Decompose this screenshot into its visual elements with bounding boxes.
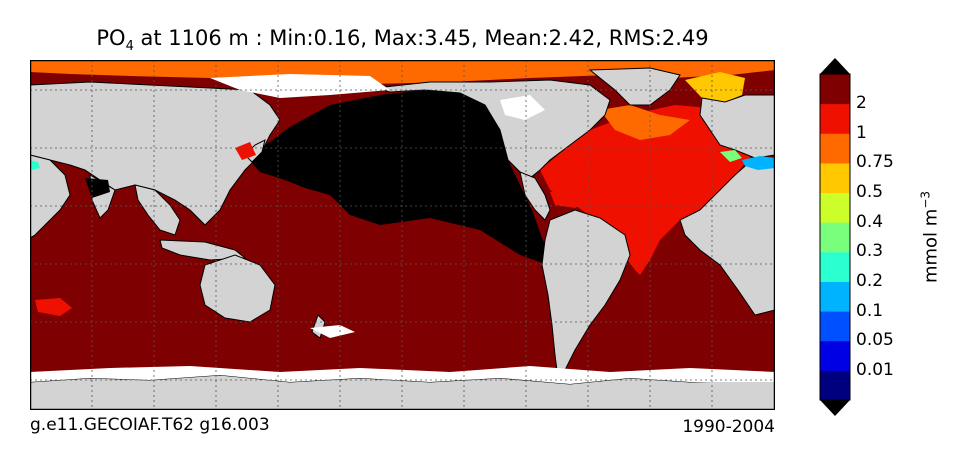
- colorbar-extend-min: [820, 400, 850, 416]
- ocean-map: [30, 60, 775, 410]
- colorbar-tick-label: 1: [856, 122, 867, 143]
- land-central-america: [519, 171, 551, 221]
- ocean-med-green: [720, 150, 742, 162]
- colorbar-segment: [820, 370, 850, 401]
- ocean-south-indian-red: [35, 298, 72, 316]
- ocean-black-sea-area: [85, 178, 110, 198]
- ocean-mediterranean: [742, 156, 775, 170]
- colorbar-segment: [820, 133, 850, 164]
- gridlines: [30, 60, 775, 410]
- ocean-north-pacific: [245, 90, 550, 265]
- colorbar-tick-label: 2: [856, 93, 867, 114]
- colorbar-segment: [820, 74, 850, 105]
- colorbar-tick-label: 0.75: [856, 152, 894, 173]
- colorbar-frame: [819, 73, 851, 401]
- colorbar-segment: [820, 251, 850, 282]
- colorbar-tick-label: 0.05: [856, 330, 894, 351]
- land-africa-east: [30, 154, 71, 239]
- colorbar: [819, 58, 851, 416]
- land-africa-west: [679, 159, 775, 316]
- experiment-caption: g.e11.GECOIAF.T62 g16.003: [30, 415, 270, 435]
- colorbar-tick-label: 0.1: [856, 300, 884, 321]
- colorbar-tick-label: 0.4: [856, 211, 884, 232]
- ocean-sea-of-japan: [235, 142, 256, 160]
- colorbar-tick-label: 0.3: [856, 241, 884, 262]
- colorbar-tick-label: 0.5: [856, 182, 884, 203]
- ice-hudson: [500, 95, 545, 120]
- colorbar-tick-label: 0.2: [856, 270, 884, 291]
- map-title: PO4 at 1106 m : Min:0.16, Max:3.45, Mean…: [96, 26, 709, 55]
- colorbar-segment: [820, 311, 850, 342]
- ice-ross: [310, 325, 355, 338]
- colorbar-units: mmol m−3: [918, 190, 942, 284]
- land-se-asia: [134, 184, 181, 236]
- colorbar-segment: [820, 192, 850, 223]
- colorbar-segment: [820, 162, 850, 194]
- colorbar-segment: [820, 340, 850, 371]
- land-south-america: [541, 209, 631, 380]
- period-caption: 1990-2004: [682, 417, 775, 437]
- land-greenland: [588, 67, 681, 106]
- ocean-atlantic: [540, 105, 752, 275]
- colorbar-segment: [820, 103, 850, 134]
- ocean-caribbean: [550, 190, 590, 208]
- colorbar-segment: [820, 281, 850, 312]
- colorbar-segment: [820, 222, 850, 253]
- map-frame: [30, 60, 775, 410]
- colorbar-extend-max: [820, 58, 850, 74]
- colorbar-tick-label: 0.01: [856, 359, 894, 380]
- ocean-red-sea: [30, 160, 40, 170]
- ocean-labrador: [600, 105, 690, 140]
- land-australia: [199, 254, 276, 323]
- ocean-nordic: [685, 72, 745, 102]
- ice-arctic: [210, 74, 390, 98]
